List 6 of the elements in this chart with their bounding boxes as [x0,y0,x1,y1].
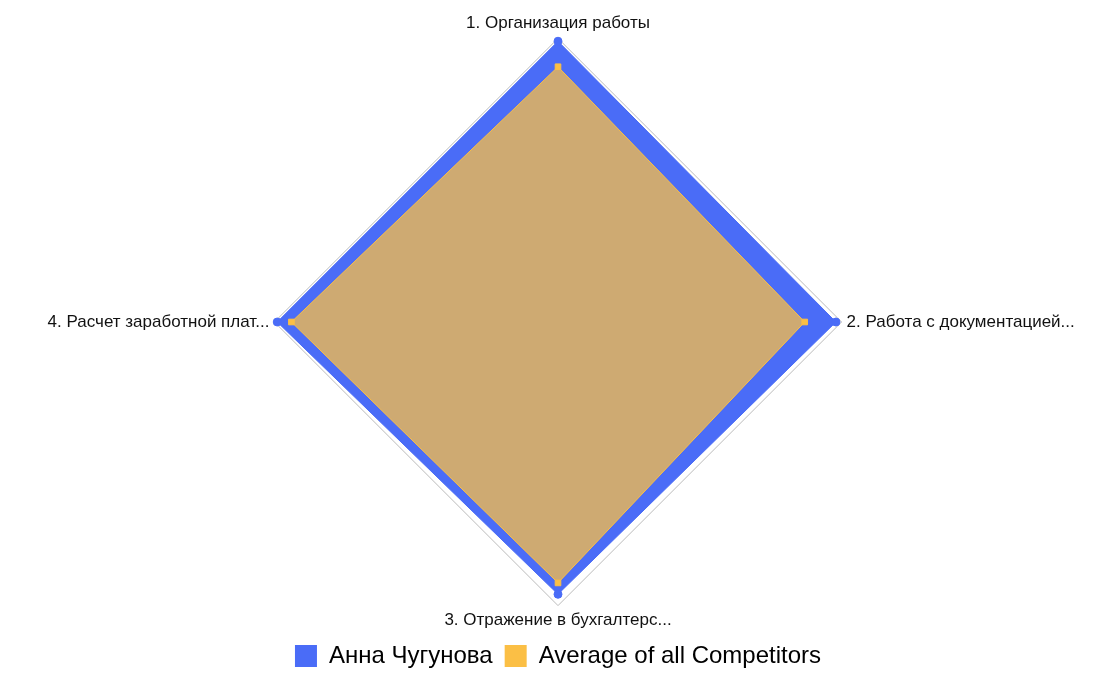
spoke-label: 2. Работа с документацией... [846,311,1075,331]
legend-label: Анна Чугунова [328,640,494,668]
spoke-label: 1. Организация работы [466,12,650,32]
spoke-label: 3. Отражение в бухгалтерс... [444,610,672,630]
legend-label: Average of all Competitors [538,640,822,668]
spoke-label: 4. Расчет заработной плат... [47,311,270,331]
